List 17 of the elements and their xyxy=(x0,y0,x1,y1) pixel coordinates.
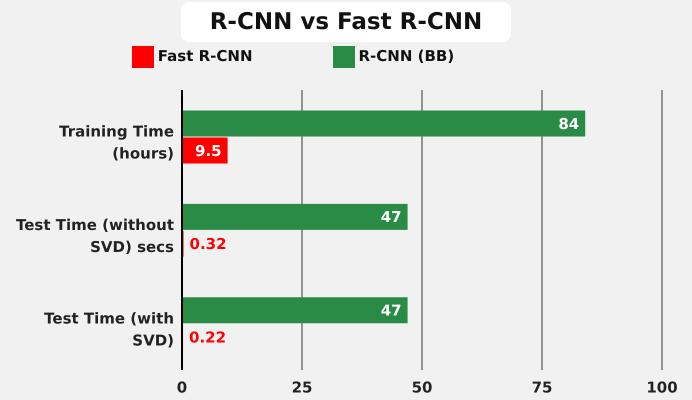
x-tick-label: 100 xyxy=(646,378,678,397)
x-tick-label: 50 xyxy=(412,378,432,397)
data-label: 84 xyxy=(558,114,580,133)
data-label: 47 xyxy=(380,301,402,320)
x-tick-label: 0 xyxy=(176,378,188,397)
chart-title: R-CNN vs Fast R-CNN xyxy=(181,2,511,42)
legend-label: R-CNN (BB) xyxy=(358,47,454,66)
data-label: 0.22 xyxy=(189,328,226,346)
data-label: 9.5 xyxy=(195,142,222,160)
data-label: 47 xyxy=(380,208,402,226)
legend-label: Fast R-CNN xyxy=(158,47,252,66)
x-tick-label: 25 xyxy=(292,378,312,397)
data-label: 0.32 xyxy=(190,235,227,254)
y-tick-label: Training Time (hours) xyxy=(59,122,174,163)
y-tick-label: Test Time (with SVD) xyxy=(44,309,174,350)
y-tick-label: Test Time (without SVD) secs xyxy=(16,216,174,256)
x-tick-label: 75 xyxy=(532,378,552,397)
